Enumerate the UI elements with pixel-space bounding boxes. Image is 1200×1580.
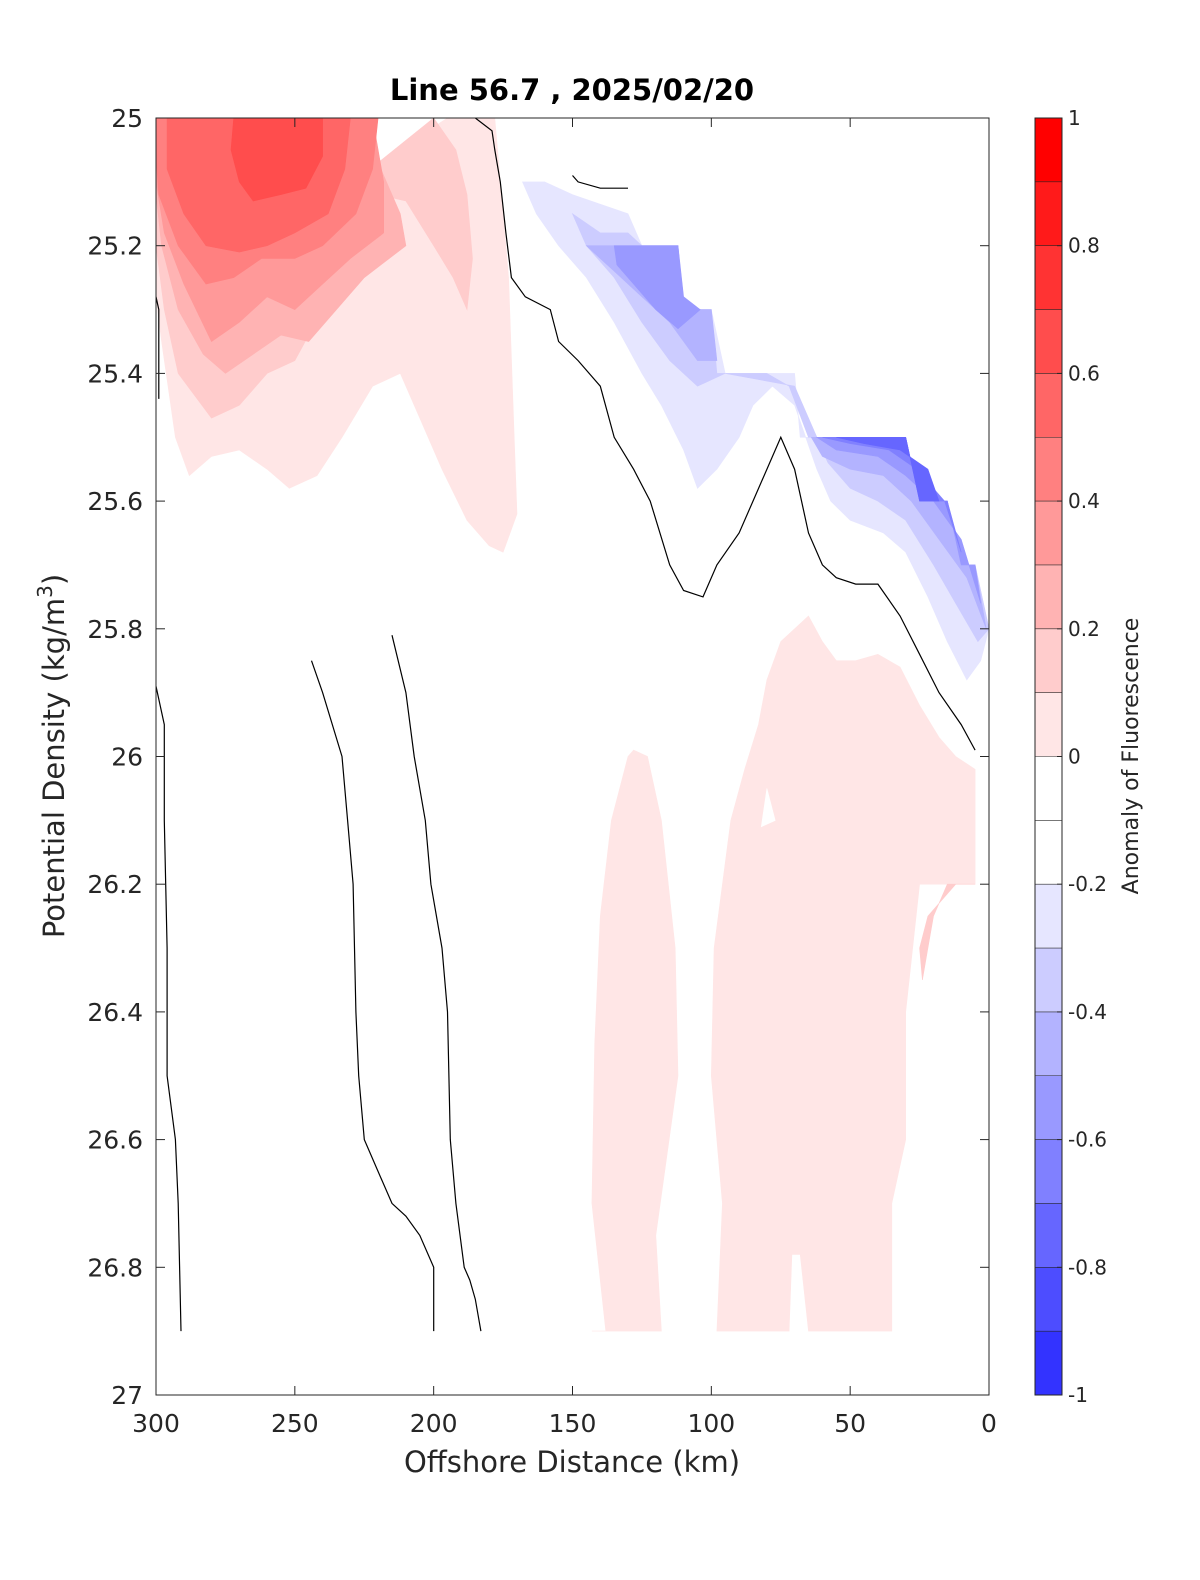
colorbar-band [1035,884,1062,949]
colorbar-band [1035,437,1062,502]
y-tick-label: 25.6 [87,487,143,516]
x-axis-label: Offshore Distance (km) [404,1445,740,1479]
colorbar-band [1035,373,1062,438]
y-axis-ticks: 25 25.2 25.4 25.6 25.8 26 26.2 26.4 26.6 26.8 27 [87,104,989,1410]
colorbar-band [1035,1267,1062,1332]
contour-fill-region [230,118,323,202]
x-tick-label: 200 [410,1409,458,1438]
colorbar-tick-label: 0.6 [1068,361,1100,385]
colorbar-band [1035,692,1062,757]
x-tick-label: 300 [132,1409,180,1438]
y-tick-label: 26.2 [87,870,143,899]
colorbar-band [1035,820,1062,885]
y-tick-label: 25.4 [87,359,143,388]
colorbar-tick-label: 0.2 [1068,617,1100,641]
y-tick-label: 26 [111,743,143,772]
colorbar-band [1035,1075,1062,1141]
y-axis-label-close: ) [37,574,71,585]
colorbar: 1 0.8 0.6 0.4 0.2 0 -0.2 -0.4 -0.6 -0.8 -1 [1034,106,1107,1407]
colorbar-band [1035,501,1062,566]
x-tick-label: 100 [687,1409,735,1438]
x-axis-ticks: 300 250 200 150 100 50 0 [132,118,997,1438]
y-tick-label: 25.2 [87,232,143,261]
colorbar-tick-label: 0.4 [1068,489,1100,513]
colorbar-tick-label: -0.2 [1068,872,1107,896]
contour-fill-region [710,615,976,1332]
colorbar-band [1035,1331,1062,1396]
zero-contour-line [156,296,160,399]
colorbar-band [1035,245,1062,311]
plot-area [156,118,989,1395]
colorbar-band [1035,756,1062,821]
y-axis-label: Potential Density (kg/m3) [33,574,71,938]
colorbar-band [1035,181,1062,247]
contour-fill-region [591,749,679,1332]
colorbar-band [1035,1203,1062,1268]
colorbar-tick-label: 0 [1068,745,1081,769]
colorbar-tick-label: -0.6 [1068,1128,1107,1152]
zero-contour-line [391,635,482,1332]
zero-contour-line [156,686,182,1332]
zero-contour-line [310,660,435,1332]
x-tick-label: 250 [271,1409,319,1438]
colorbar-band [1035,564,1062,630]
y-axis-label-sup: 3 [33,585,57,598]
y-tick-label: 25.8 [87,615,143,644]
zero-contours [156,118,976,1332]
colorbar-tick-label: -0.8 [1068,1255,1107,1279]
colorbar-band [1035,309,1062,374]
colorbar-label: Anomaly of Fluorescence [1119,618,1144,895]
x-tick-label: 150 [549,1409,597,1438]
x-tick-label: 50 [834,1409,866,1438]
colorbar-tick-label: 0.8 [1068,234,1100,258]
y-tick-label: 26.6 [87,1126,143,1155]
y-tick-label: 27 [111,1381,143,1410]
y-tick-label: 25 [111,104,143,133]
zero-contour-line [572,175,628,189]
colorbar-band [1035,1011,1062,1077]
contour-fill-region [836,436,940,502]
y-axis-label-main: Potential Density (kg/m [37,598,71,938]
contour-fill-region [919,883,976,981]
zero-contour-line [474,118,976,751]
colorbar-band [1035,118,1062,183]
colorbar-tick-label: 1 [1068,106,1081,130]
colorbar-band [1035,1139,1062,1204]
colorbar-tick-label: -1 [1068,1383,1088,1407]
y-tick-label: 26.8 [87,1253,143,1282]
colorbar-tick-label: -0.4 [1068,1000,1107,1024]
y-tick-label: 26.4 [87,998,143,1027]
x-tick-label: 0 [981,1409,997,1438]
chart-title: Line 56.7 , 2025/02/20 [390,73,754,107]
colorbar-band [1035,628,1062,694]
colorbar-band [1035,948,1062,1013]
contour-fill-region [760,788,776,828]
contour-fill-region [613,245,701,330]
